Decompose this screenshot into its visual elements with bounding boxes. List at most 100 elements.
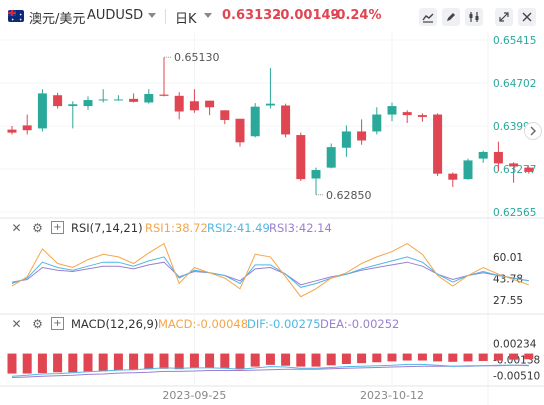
macd-histogram-bar (189, 353, 199, 368)
candle-body[interactable] (113, 99, 123, 101)
candle-body[interactable] (83, 100, 93, 107)
candle-body[interactable] (220, 110, 230, 120)
macd-histogram-bar (341, 353, 351, 364)
candle-body[interactable] (53, 95, 63, 107)
macd-histogram-bar (22, 353, 32, 374)
candle-body[interactable] (37, 93, 47, 129)
macd-histogram-bar (417, 353, 427, 361)
rsi1-line (11, 242, 529, 298)
candle-body[interactable] (189, 101, 199, 111)
candle-body[interactable] (144, 94, 154, 103)
macd-histogram-bar (265, 353, 275, 365)
candle-body[interactable] (372, 114, 382, 132)
high-price-label: 0.65130 (174, 51, 220, 64)
macd-histogram-bar (174, 353, 184, 370)
candle-body[interactable] (341, 131, 351, 148)
dea-line (11, 364, 529, 378)
add-indicator-icon[interactable]: + (51, 317, 64, 330)
macd-histogram-bar (524, 353, 534, 360)
line-chart-button[interactable] (419, 8, 437, 26)
rsi3-line (11, 261, 529, 286)
macd-histogram-bar (493, 353, 503, 361)
candle-body[interactable] (509, 163, 519, 167)
candle-body[interactable] (281, 105, 291, 135)
macd-histogram-bar (113, 353, 123, 371)
macd-histogram-bar (98, 353, 108, 372)
pair-code[interactable]: AUDUSD (87, 8, 144, 23)
candle-body[interactable] (68, 104, 78, 107)
line-chart-icon (422, 13, 434, 23)
macd-value: MACD:-0.00048 (158, 317, 249, 331)
candle-body[interactable] (387, 106, 397, 115)
kline-chart[interactable]: 2023-09-25 2023-10-120.654150.647020.6399… (0, 32, 544, 405)
macd-histogram-bar (7, 353, 17, 374)
macd-histogram-bar (463, 353, 473, 362)
add-indicator-icon[interactable]: + (51, 221, 64, 234)
candle-body[interactable] (326, 147, 336, 168)
chart-toolbar: ✦ ✦ ✦ 澳元/美元 AUDUSD 日K 0.63132 -0.00149 -… (0, 0, 544, 32)
candle-body[interactable] (7, 129, 17, 133)
macd-histogram-bar (250, 353, 260, 367)
candle-body[interactable] (265, 103, 275, 106)
close-indicator-icon[interactable]: ✕ (11, 220, 22, 235)
pair-name-cn[interactable]: 澳元/美元 (29, 12, 86, 27)
rsi-axis-label: 60.01 (493, 252, 523, 264)
chevron-right-icon (530, 126, 536, 136)
price-change-percent: -0.24% (331, 8, 382, 23)
macd-axis-label: 0.00234 (493, 338, 537, 350)
price-axis-label: 0.62565 (493, 207, 536, 219)
candle-body[interactable] (478, 151, 488, 159)
candle-body[interactable] (250, 106, 260, 137)
toolbar-divider (165, 9, 166, 24)
draw-icon (447, 13, 455, 21)
low-price-label: 0.62850 (326, 189, 372, 202)
draw-button[interactable] (442, 8, 460, 26)
rsi2-value: RSI2:41.49 (207, 221, 270, 235)
close-button[interactable] (518, 8, 536, 26)
macd-histogram-bar (326, 353, 336, 366)
macd-histogram-bar (402, 353, 412, 361)
macd-name: MACD(12,26,9) (71, 317, 159, 331)
candle-body[interactable] (448, 173, 458, 180)
macd-histogram-bar (372, 353, 382, 363)
candle-body[interactable] (357, 131, 367, 141)
settings-icon[interactable]: ⚙ (32, 316, 43, 331)
rsi2-line (11, 256, 529, 288)
macd-histogram-bar (205, 353, 215, 368)
pair-dropdown-chevron-icon[interactable] (148, 13, 156, 18)
macd-histogram-bar (387, 353, 397, 362)
chart-area[interactable]: 2023-09-25 2023-10-12 0.65415 0.64702 0.6399… (0, 32, 544, 405)
candle-body[interactable] (22, 125, 32, 131)
candle-body[interactable] (98, 99, 108, 101)
rsi-axis-label: 43.78 (493, 273, 523, 285)
candle-body[interactable] (417, 115, 427, 117)
macd-histogram-bar (83, 353, 93, 372)
close-icon (522, 12, 532, 22)
rsi-header: ✕ ⚙ + RSI(7,14,21) RSI1:38.72 RSI2:41.49… (0, 219, 490, 237)
macd-histogram-bar (53, 353, 63, 373)
candle-body[interactable] (433, 114, 443, 174)
candle-body[interactable] (296, 135, 306, 180)
period-selector[interactable]: 日K (175, 12, 197, 27)
candle-body[interactable] (524, 167, 534, 172)
last-price: 0.63132 (222, 8, 282, 23)
settings-icon[interactable]: ⚙ (32, 220, 43, 235)
macd-header: ✕ ⚙ + MACD(12,26,9) MACD:-0.00048 DIF:-0… (0, 315, 490, 333)
candle-body[interactable] (129, 98, 139, 102)
rsi-axis-label: 27.55 (493, 295, 523, 307)
candle-body[interactable] (402, 112, 412, 116)
indicator-settings-button[interactable] (465, 8, 483, 26)
candle-body[interactable] (493, 151, 503, 164)
candle-body[interactable] (159, 94, 169, 96)
candle-body[interactable] (311, 170, 321, 179)
candle-body[interactable] (235, 118, 245, 143)
candle-body[interactable] (174, 95, 184, 112)
macd-histogram-bar (448, 353, 458, 362)
candle-body[interactable] (463, 160, 473, 180)
scroll-right-button[interactable] (524, 122, 542, 140)
macd-histogram-bar (281, 353, 291, 366)
close-indicator-icon[interactable]: ✕ (11, 316, 22, 331)
candle-body[interactable] (205, 100, 215, 108)
period-dropdown-chevron-icon[interactable] (204, 13, 212, 18)
expand-button[interactable] (495, 8, 513, 26)
